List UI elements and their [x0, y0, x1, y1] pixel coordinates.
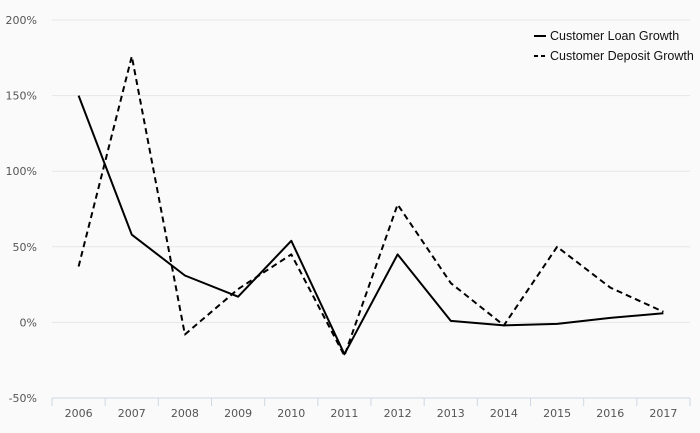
y-tick-label: 100%: [6, 165, 37, 178]
x-tick-label: 2013: [437, 407, 465, 420]
y-tick-label: 0%: [20, 316, 37, 329]
y-tick-label: 200%: [6, 14, 37, 27]
x-tick-label: 2017: [649, 407, 677, 420]
grid: [52, 19, 690, 323]
y-tick-label: -50%: [9, 392, 37, 405]
legend-entry[interactable]: Customer Deposit Growth: [534, 49, 694, 63]
x-axis-tick-labels: 2006 2007 2008 2009 2010 2011 2012 2013 …: [65, 407, 678, 420]
x-tick-label: 2016: [596, 407, 624, 420]
y-tick-label: 150%: [6, 90, 37, 103]
legend: Customer Loan Growth Customer Deposit Gr…: [534, 29, 694, 63]
series-line-customer-loan-growth: [77, 95, 664, 356]
legend-label: Customer Loan Growth: [550, 29, 679, 43]
x-tick-label: 2015: [543, 407, 571, 420]
y-tick-label: 50%: [13, 241, 37, 254]
x-tick-label: 2011: [330, 407, 358, 420]
x-tick-label: 2009: [224, 407, 252, 420]
x-axis: [51, 397, 691, 406]
series-lines: [77, 55, 664, 357]
x-tick-label: 2007: [118, 407, 146, 420]
x-tick-label: 2010: [277, 407, 305, 420]
x-tick-label: 2014: [490, 407, 518, 420]
x-tick-label: 2006: [65, 407, 93, 420]
x-tick-label: 2008: [171, 407, 199, 420]
legend-label: Customer Deposit Growth: [550, 49, 694, 63]
legend-entry[interactable]: Customer Loan Growth: [534, 29, 679, 43]
series-line-customer-deposit-growth: [77, 55, 664, 357]
y-axis-tick-labels: -50% 0% 50% 100% 150% 200%: [6, 14, 37, 405]
x-tick-label: 2012: [384, 407, 412, 420]
